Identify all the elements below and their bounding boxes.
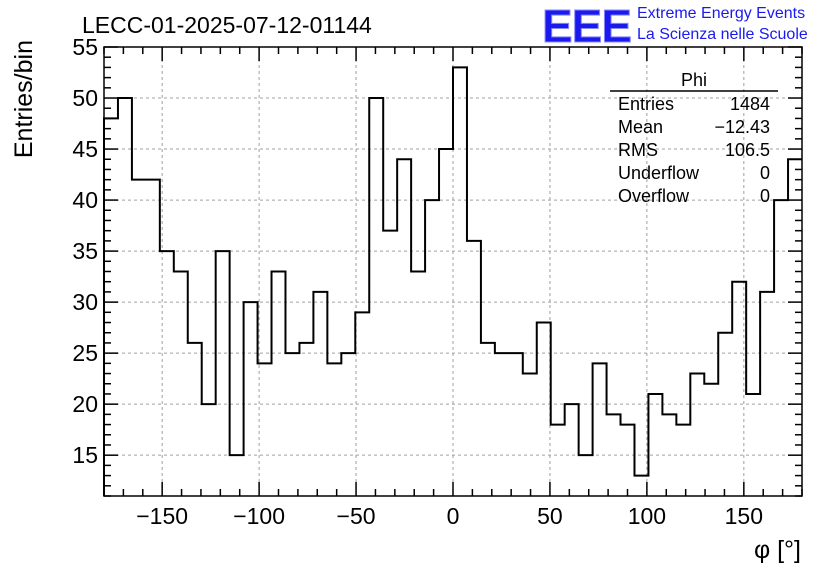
stats-row-label: RMS <box>618 140 658 160</box>
eee-logo-mark: EEE <box>542 0 631 52</box>
stats-row-label: Underflow <box>618 163 700 183</box>
y-tick-label: 55 <box>72 34 98 60</box>
x-tick-labels: −150 −100 −50 0 50 100 150 <box>136 503 763 529</box>
y-axis-label: Entries/bin <box>10 40 38 158</box>
stats-title: Phi <box>681 70 707 90</box>
stats-row-value: 106.5 <box>725 140 770 160</box>
y-tick-label: 45 <box>72 136 98 162</box>
stats-row-label: Mean <box>618 117 663 137</box>
x-tick-label: −100 <box>233 503 285 529</box>
chart-title: LECC-01-2025-07-12-01144 <box>82 12 372 38</box>
stats-row-label: Overflow <box>618 186 690 206</box>
y-tick-label: 15 <box>72 442 98 468</box>
logo-line-1: Extreme Energy Events <box>637 5 805 22</box>
x-tick-label: −150 <box>136 503 188 529</box>
stats-row-value: 0 <box>760 163 770 183</box>
stats-row-value: −12.43 <box>714 117 770 137</box>
x-tick-label: 150 <box>725 503 763 529</box>
y-tick-label: 35 <box>72 238 98 264</box>
histogram-step-line <box>103 66 802 496</box>
x-tick-label: −50 <box>337 503 376 529</box>
stats-row-value: 1484 <box>730 94 770 114</box>
logo-line-2: La Scienza nelle Scuole <box>637 26 808 43</box>
x-axis-label: φ [°] <box>754 536 801 564</box>
y-tick-label: 50 <box>72 85 98 111</box>
y-tick-label: 25 <box>72 340 98 366</box>
x-tick-label: 0 <box>447 503 460 529</box>
y-tick-label: 20 <box>72 391 98 417</box>
y-tick-label: 40 <box>72 187 98 213</box>
x-tick-label: 50 <box>537 503 563 529</box>
stats-box: Phi Entries 1484 Mean −12.43 RMS 106.5 U… <box>610 70 778 206</box>
x-tick-label: 100 <box>628 503 666 529</box>
axis-ticks <box>103 46 803 497</box>
y-tick-label: 30 <box>72 289 98 315</box>
y-tick-labels: 15 20 25 30 35 40 45 50 55 <box>72 34 98 468</box>
stats-row-label: Entries <box>618 94 674 114</box>
stats-row-value: 0 <box>760 186 770 206</box>
